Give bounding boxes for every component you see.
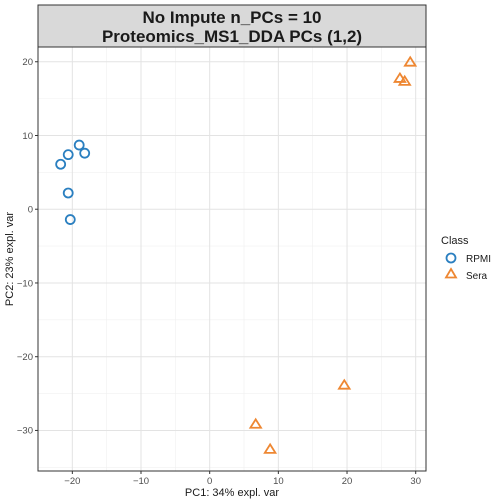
legend-label-sera: Sera xyxy=(466,271,488,282)
x-tick-label: 30 xyxy=(410,476,421,487)
y-tick-label: 10 xyxy=(22,131,33,142)
chart-title-line1: No Impute n_PCs = 10 xyxy=(142,8,321,27)
plot-panel xyxy=(38,47,426,471)
y-tick-label: −10 xyxy=(17,278,33,289)
x-axis-title: PC1: 34% expl. var xyxy=(185,487,279,499)
y-tick-label: −30 xyxy=(17,426,33,437)
legend-key-sera-triangle xyxy=(446,269,456,278)
legend-key-rpmi-circle xyxy=(447,254,456,263)
legend: Class RPMI Sera xyxy=(441,235,491,282)
x-tick-label: 0 xyxy=(207,476,212,487)
y-tick-label: −20 xyxy=(17,352,33,363)
y-tick-label: 0 xyxy=(28,205,33,216)
x-tick-label: 20 xyxy=(342,476,353,487)
y-tick-label: 20 xyxy=(22,57,33,68)
x-tick-label: −10 xyxy=(133,476,149,487)
chart-title-line2: Proteomics_MS1_DDA PCs (1,2) xyxy=(102,27,362,46)
legend-label-rpmi: RPMI xyxy=(466,254,491,265)
legend-title: Class xyxy=(441,235,469,247)
x-tick-label: 10 xyxy=(273,476,284,487)
y-axis-title: PC2: 23% expl. var xyxy=(4,212,16,306)
x-tick-label: −20 xyxy=(64,476,80,487)
